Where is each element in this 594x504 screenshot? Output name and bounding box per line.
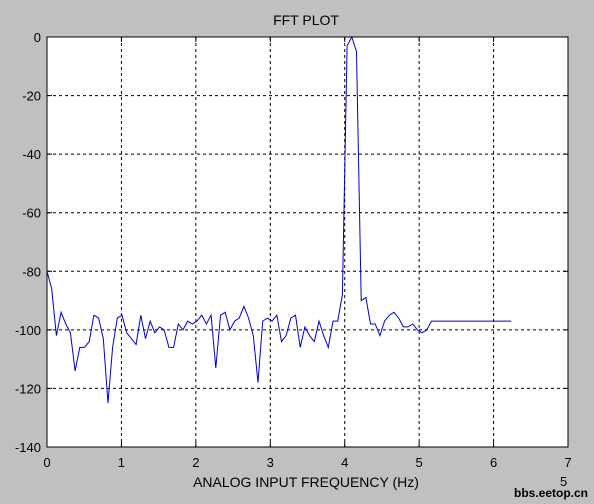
y-tick-label: -20 xyxy=(22,89,41,104)
x-tick-labels: 0 1 2 3 4 5 6 7 xyxy=(43,455,571,470)
y-tick-label: -40 xyxy=(22,147,41,162)
x-tick-label: 7 xyxy=(564,455,571,470)
plot-area xyxy=(46,36,569,448)
grid-lines xyxy=(47,37,568,447)
y-tick-label: 0 xyxy=(34,30,41,45)
x-tick-label: 2 xyxy=(192,455,199,470)
x-tick-label: 5 xyxy=(416,455,423,470)
x-tick-label: 3 xyxy=(267,455,274,470)
x-tick-label: 4 xyxy=(341,455,348,470)
axis-ticks xyxy=(46,36,569,448)
y-tick-labels: 0 -20 -40 -60 -80 -100 -120 -140 xyxy=(15,30,41,455)
y-tick-label: -120 xyxy=(15,381,41,396)
y-tick-label: -60 xyxy=(22,206,41,221)
y-tick-label: -140 xyxy=(15,440,41,455)
x-axis-exponent: 5 xyxy=(560,474,567,489)
y-tick-label: -100 xyxy=(15,323,41,338)
fft-series-line xyxy=(46,35,512,404)
x-tick-label: 6 xyxy=(490,455,497,470)
x-tick-label: 0 xyxy=(43,455,50,470)
watermark: bbs.eetop.cn xyxy=(514,486,588,500)
x-tick-label: 1 xyxy=(118,455,125,470)
chart-title: FFT PLOT xyxy=(273,12,339,28)
y-tick-label: -80 xyxy=(22,264,41,279)
x-axis-label: ANALOG INPUT FREQUENCY (Hz) xyxy=(193,474,419,490)
